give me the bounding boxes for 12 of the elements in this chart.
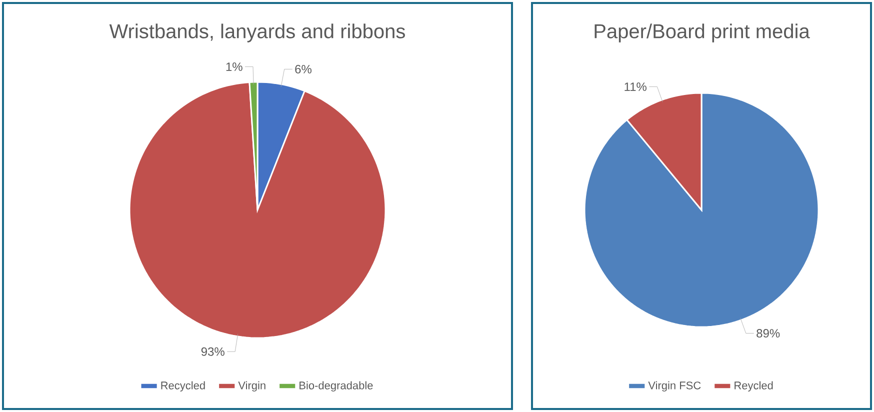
legend-label: Bio-degradable — [300, 381, 373, 392]
chart-title: Wristbands, lanyards and ribbons — [109, 24, 405, 42]
legend-label: Recycled — [161, 381, 205, 392]
legend-label: Reycled — [734, 381, 773, 392]
data-label: 89% — [756, 329, 780, 338]
data-label: 1% — [226, 62, 242, 71]
data-label: 93% — [201, 347, 224, 356]
legend-label: Virgin FSC — [648, 381, 701, 392]
data-label: 11% — [624, 82, 646, 91]
data-label: 6% — [295, 64, 312, 74]
legend-label: Virgin — [238, 381, 266, 392]
chart-title: Paper/Board print media — [594, 24, 810, 42]
